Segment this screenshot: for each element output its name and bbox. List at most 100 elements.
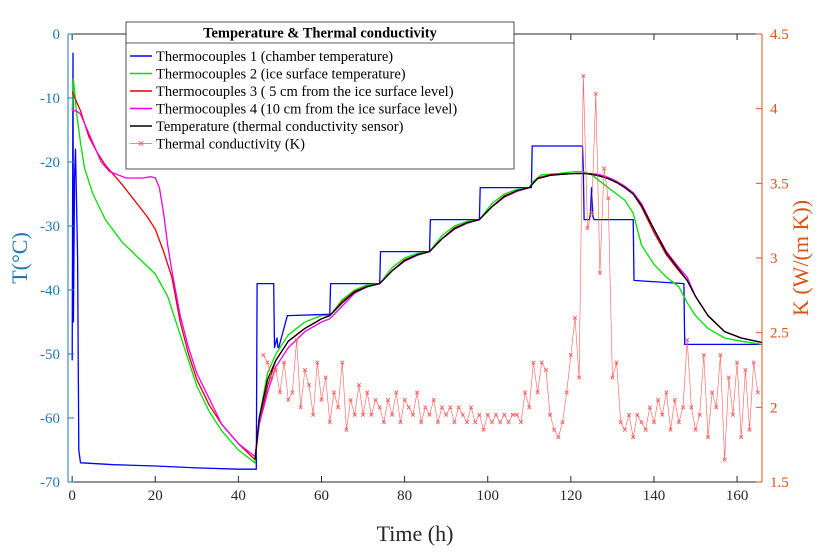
labels-layer: Time (h) T(°C) K (W/(m K)): [7, 200, 813, 546]
x-tick-label: 40: [231, 488, 246, 504]
k-data-point: [626, 412, 632, 417]
x-tick-label: 80: [397, 488, 412, 504]
k-data-point: [726, 375, 731, 380]
legend-label-1: Thermocouples 1 (chamber temperature): [156, 49, 393, 65]
legend-label-2: Thermocouples 2 (ice surface temperature…: [156, 67, 406, 83]
k-data-point: [468, 405, 474, 410]
x-axis-label: Time (h): [377, 521, 454, 546]
series-layer: [71, 52, 763, 470]
k-data-point: [315, 360, 320, 365]
k-data-point: [693, 427, 698, 432]
k-data-point: [481, 427, 486, 432]
k-data-point: [344, 427, 349, 432]
k-data-point: [460, 412, 465, 417]
k-data-point: [705, 435, 711, 440]
k-data-point: [385, 397, 391, 402]
x-tick-label: 160: [726, 488, 749, 504]
x-tick-label: 0: [68, 488, 76, 504]
k-data-point: [635, 412, 640, 417]
k-data-point: [631, 435, 636, 440]
k-data-point: [265, 360, 270, 365]
k-data-point: [394, 390, 399, 395]
k-data-point: [306, 382, 312, 388]
k-data-point: [664, 390, 669, 395]
legend-title: Temperature & Thermal conductivity: [203, 26, 437, 42]
k-data-point: [439, 405, 445, 410]
k-data-point: [269, 375, 274, 380]
k-data-point: [560, 420, 565, 425]
k-data-point: [323, 375, 328, 380]
k-data-point: [427, 412, 432, 417]
k-data-point: [281, 360, 287, 365]
x-tick-label: 100: [476, 488, 499, 504]
k-data-point: [680, 405, 686, 410]
x-tick-label: 60: [314, 488, 329, 504]
legend-entries: Thermocouples 1 (chamber temperature) The…: [130, 49, 457, 153]
k-data-point: [464, 420, 470, 425]
y-tick-label-right: 4.5: [770, 27, 789, 43]
k-data-point: [327, 420, 332, 425]
k-data-point: [506, 420, 511, 425]
k-data-point: [547, 412, 553, 417]
k-data-point: [523, 390, 528, 395]
k-data-point: [581, 73, 586, 78]
k-data-point: [739, 435, 744, 440]
y-tick-label-right: 1.5: [770, 475, 789, 491]
k-data-point: [277, 390, 283, 395]
k-data-point: [689, 405, 694, 410]
k-data-point: [290, 390, 295, 395]
y-tick-label-left: -10: [40, 91, 60, 107]
k-data-point: [556, 435, 561, 440]
k-data-point: [448, 405, 453, 410]
y-tick-label-right: 3: [770, 251, 778, 267]
k-data-point: [718, 352, 723, 358]
k-data-point: [356, 382, 362, 388]
k-data-point: [714, 405, 719, 410]
k-data-point: [402, 397, 407, 402]
k-data-point: [489, 420, 494, 425]
y-tick-label-left: -40: [40, 283, 60, 299]
k-data-point: [585, 226, 590, 231]
k-data-point: [286, 397, 291, 402]
k-data-point: [647, 405, 652, 410]
k-data-point: [410, 412, 416, 417]
k-data-point: [273, 367, 278, 373]
k-data-point: [414, 390, 420, 395]
k-data-point: [406, 405, 411, 410]
k-data-point: [365, 390, 370, 395]
k-data-point: [589, 211, 594, 216]
k-data-point: [352, 412, 357, 417]
series-line-2: [71, 78, 763, 464]
k-data-point: [643, 427, 648, 432]
k-data-point: [527, 405, 532, 410]
k-data-point: [331, 390, 337, 395]
k-data-point: [298, 405, 303, 410]
y-axis-label-right: K (W/(m K)): [788, 200, 813, 316]
k-data-point: [535, 390, 540, 395]
k-data-point: [493, 412, 499, 417]
k-data-point: [697, 412, 702, 417]
k-data-point: [302, 367, 307, 373]
y-tick-label-left: 0: [53, 27, 61, 43]
k-data-point: [514, 412, 519, 417]
k-data-point: [390, 412, 395, 417]
y-tick-label-right: 2: [770, 400, 778, 416]
k-data-point: [423, 405, 428, 410]
k-data-point: [294, 338, 299, 343]
k-data-point: [651, 420, 657, 425]
k-data-point: [618, 420, 623, 425]
k-data-point: [614, 360, 619, 365]
k-data-point: [743, 367, 748, 373]
y-tick-label-left: -60: [40, 411, 60, 427]
k-data-point: [502, 412, 507, 417]
k-data-point: [336, 405, 341, 410]
k-data-point: [722, 457, 727, 462]
legend-label-4: Thermocouples 4 (10 cm from the ice surf…: [156, 102, 457, 118]
k-data-point: [419, 420, 424, 425]
k-data-point: [373, 397, 378, 402]
k-data-point: [751, 360, 756, 365]
legend: Temperature & Thermal conductivity Therm…: [125, 21, 515, 170]
k-data-point: [485, 412, 490, 417]
k-data-point: [660, 412, 665, 417]
